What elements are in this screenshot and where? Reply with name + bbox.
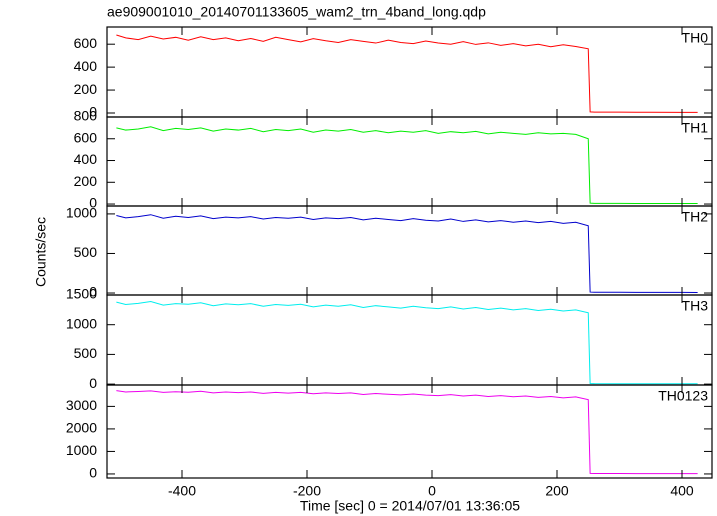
y-tick-label: 1500 [66, 286, 97, 302]
y-tick-label: 500 [74, 345, 98, 361]
chart-title: ae909001010_20140701133605_wam2_trn_4ban… [107, 4, 486, 20]
data-line [116, 34, 698, 113]
y-axis-label: Counts/sec [33, 217, 49, 287]
y-tick-label: 0 [89, 284, 97, 300]
series-label: TH3 [682, 298, 709, 314]
y-tick-label: 1000 [66, 315, 97, 331]
data-line [116, 214, 698, 293]
series-label: TH1 [682, 120, 709, 136]
y-tick-label: 800 [74, 108, 98, 124]
panel-frame [106, 116, 713, 207]
data-line [116, 301, 698, 385]
x-tick-label: -200 [293, 483, 321, 499]
y-tick-label: 2000 [66, 420, 97, 436]
series-label: TH2 [682, 209, 709, 225]
x-tick-label: 0 [428, 483, 436, 499]
y-tick-label: 0 [89, 195, 97, 211]
y-tick-label: 200 [74, 81, 98, 97]
panel-frame [106, 26, 713, 118]
y-tick-label: 400 [74, 151, 98, 167]
series-label: TH0123 [658, 388, 708, 404]
x-tick-label: -400 [168, 483, 196, 499]
x-tick-label: 400 [670, 483, 694, 499]
panel-frame [106, 384, 713, 479]
y-tick-label: 0 [89, 375, 97, 391]
x-tick-label: 200 [545, 483, 569, 499]
series-label: TH0 [682, 30, 709, 46]
data-line [116, 126, 698, 204]
y-tick-label: 600 [74, 129, 98, 145]
y-tick-label: 500 [74, 244, 98, 260]
x-axis-label: Time [sec] 0 = 2014/07/01 13:36:05 [300, 498, 520, 514]
y-tick-label: 1000 [66, 442, 97, 458]
y-tick-label: 3000 [66, 397, 97, 413]
y-tick-label: 0 [89, 465, 97, 481]
panel-frame [106, 294, 713, 386]
y-tick-label: 400 [74, 58, 98, 74]
y-tick-label: 0 [89, 104, 97, 120]
data-line [116, 390, 698, 475]
y-tick-label: 200 [74, 173, 98, 189]
y-tick-label: 1000 [66, 205, 97, 221]
y-tick-label: 600 [74, 35, 98, 51]
